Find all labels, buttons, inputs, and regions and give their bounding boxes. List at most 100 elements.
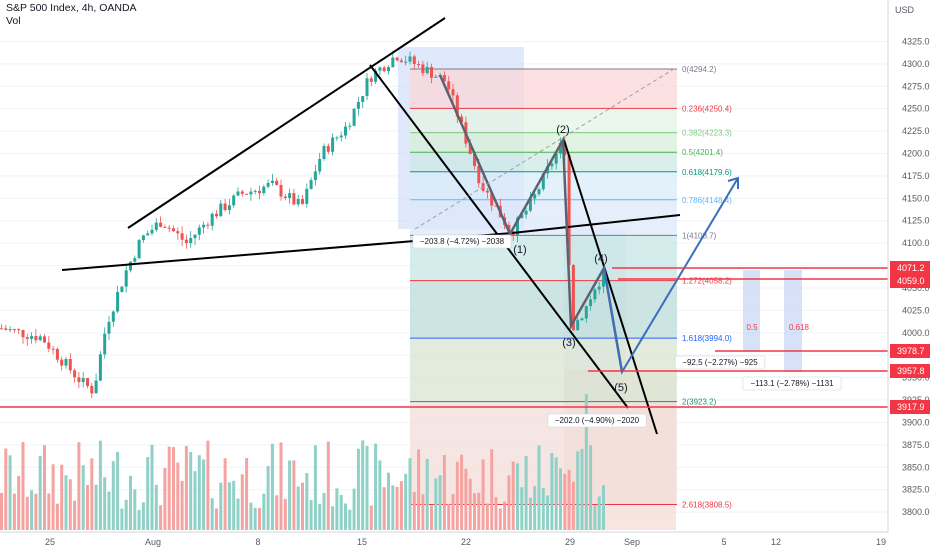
candle-body: [141, 235, 145, 241]
volume-bar: [494, 497, 498, 530]
candle: [215, 209, 218, 219]
volume-bar: [408, 458, 412, 530]
price-tag: [890, 344, 930, 358]
volume-bar: [184, 445, 188, 530]
volume-bars: [0, 393, 605, 530]
candle-body: [43, 336, 46, 343]
volume-bar: [81, 465, 85, 530]
candle: [223, 198, 227, 212]
volume-bar: [567, 469, 571, 530]
candle: [133, 255, 137, 264]
volume-bar: [417, 449, 421, 530]
candle: [378, 66, 382, 76]
candle-body: [356, 101, 360, 109]
volume-bar: [17, 475, 21, 530]
price-axis-label: 4025.0: [902, 305, 930, 315]
volume-bar: [180, 480, 184, 530]
candle: [412, 54, 416, 70]
measure-label-box: [674, 355, 766, 370]
volume-bar: [344, 503, 347, 530]
candle-body: [86, 378, 89, 386]
candle: [258, 185, 261, 200]
price-tag-label: 3957.8: [897, 366, 925, 376]
drawings[interactable]: (1) (2) (3) (4) (5) 0.5 0.618 −203.8 (−4.72%) −…: [0, 17, 888, 435]
time-axis-label: 5: [721, 537, 726, 547]
candle-body: [12, 329, 16, 331]
time-axis-label: Aug: [145, 537, 161, 547]
candle-body: [447, 81, 451, 90]
candle: [249, 187, 253, 201]
candle: [430, 63, 433, 84]
candle-body: [301, 199, 304, 204]
candle-body: [322, 145, 326, 159]
time-axis-label: Sep: [624, 537, 640, 547]
volume-bar: [270, 443, 274, 530]
candle: [129, 261, 132, 273]
volume-bar: [301, 482, 304, 530]
candle-body: [537, 189, 541, 195]
volume-bar: [227, 482, 231, 530]
price-tag: [890, 261, 930, 275]
volume-bar: [382, 487, 386, 530]
volume-bar: [305, 473, 309, 530]
volume-bar: [103, 477, 107, 530]
candle: [589, 295, 593, 311]
candle: [103, 327, 107, 359]
volume-bar: [124, 499, 128, 530]
candle-body: [167, 227, 171, 229]
volume-indicator-label[interactable]: Vol: [6, 15, 21, 27]
price-axis-label: 3800.0: [902, 507, 930, 517]
volume-bar: [4, 448, 8, 530]
candle-body: [60, 359, 64, 366]
volume-bar: [473, 493, 476, 530]
volume-bar: [571, 481, 575, 530]
projection-path: [603, 177, 739, 375]
candle-body: [240, 191, 244, 194]
candle-body: [576, 320, 580, 331]
candle: [159, 216, 163, 228]
candle: [51, 345, 55, 355]
price-tag-label: 4071.2: [897, 263, 925, 273]
candle-body: [270, 180, 274, 183]
candle: [107, 316, 111, 341]
candle: [313, 164, 317, 186]
fibonacci-extension[interactable]: 0(4294.2) 0.236(4250.4) 0.382(4223.3) 0.5(4…: [410, 65, 732, 509]
fib-level-label: 0.618(4179.6): [682, 168, 732, 177]
wave-label: (5): [614, 382, 627, 394]
candle-body: [184, 239, 188, 244]
candle-body: [38, 336, 42, 341]
candle-body: [528, 198, 532, 211]
candle-body: [279, 184, 283, 197]
candle: [0, 324, 3, 330]
candle-body: [94, 380, 98, 394]
volume-bar: [541, 487, 545, 530]
symbol-title[interactable]: S&P 500 Index, 4h, OANDA: [6, 2, 137, 14]
volume-bar: [137, 509, 141, 530]
candle-body: [550, 163, 554, 167]
candle: [262, 184, 266, 196]
trend-line: [127, 17, 446, 229]
candle-body: [554, 153, 558, 164]
time-axis-label: 8: [255, 537, 260, 547]
candle-body: [348, 125, 352, 127]
candle-body: [309, 180, 313, 189]
candle: [352, 108, 356, 127]
candle: [111, 310, 115, 327]
candle: [395, 56, 399, 62]
candle: [576, 317, 580, 331]
candle: [494, 205, 498, 207]
time-axis-label: 29: [565, 537, 575, 547]
retracement-label: 0.618: [789, 323, 810, 332]
candle: [356, 97, 360, 116]
volume-bar: [576, 451, 580, 530]
fib-level-label: 0.382(4223.3): [682, 129, 732, 138]
candle-body: [580, 318, 584, 321]
volume-bar: [524, 456, 528, 530]
volume-bar: [421, 494, 425, 530]
volume-bar: [331, 506, 335, 530]
candle-body: [597, 286, 601, 290]
volume-bar: [111, 461, 115, 530]
candle-body: [206, 224, 210, 226]
